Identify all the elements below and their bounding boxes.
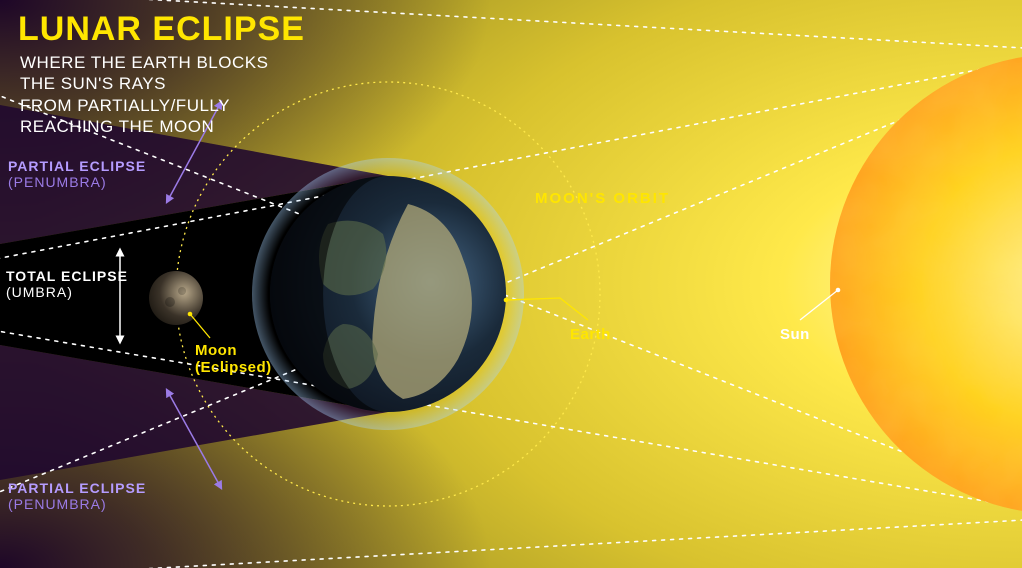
orbit-label: MOON'S ORBIT (535, 190, 670, 207)
moon-crater (178, 287, 186, 295)
sun-label: Sun (780, 326, 810, 343)
region-label-line1: PARTIAL ECLIPSE (8, 480, 146, 496)
earth-label: Earth (570, 326, 611, 343)
region-label-line2: (PENUMBRA) (8, 174, 146, 190)
region-label-line1: TOTAL ECLIPSE (6, 268, 128, 284)
moon-crater (165, 297, 175, 307)
region-label-line2: (PENUMBRA) (8, 496, 146, 512)
subtitle: WHERE THE EARTH BLOCKS THE SUN'S RAYS FROM… (20, 52, 268, 137)
total-label: TOTAL ECLIPSE(UMBRA) (6, 268, 128, 300)
region-label-line1: PARTIAL ECLIPSE (8, 158, 146, 174)
subtitle-line: WHERE THE EARTH BLOCKS (20, 53, 268, 72)
pointer-dot (188, 312, 193, 317)
partial_b-label: PARTIAL ECLIPSE(PENUMBRA) (8, 480, 146, 512)
pointer-dot (504, 298, 509, 303)
subtitle-line: FROM PARTIALLY/FULLY (20, 96, 230, 115)
partial_t-label: PARTIAL ECLIPSE(PENUMBRA) (8, 158, 146, 190)
subtitle-line: REACHING THE MOON (20, 117, 214, 136)
moon-body (149, 271, 203, 325)
pointer-dot (836, 288, 841, 293)
region-label-line2: (UMBRA) (6, 284, 128, 300)
title: LUNAR ECLIPSE (18, 10, 305, 49)
subtitle-line: THE SUN'S RAYS (20, 74, 166, 93)
moon-label: Moon(Eclipsed) (195, 342, 272, 376)
